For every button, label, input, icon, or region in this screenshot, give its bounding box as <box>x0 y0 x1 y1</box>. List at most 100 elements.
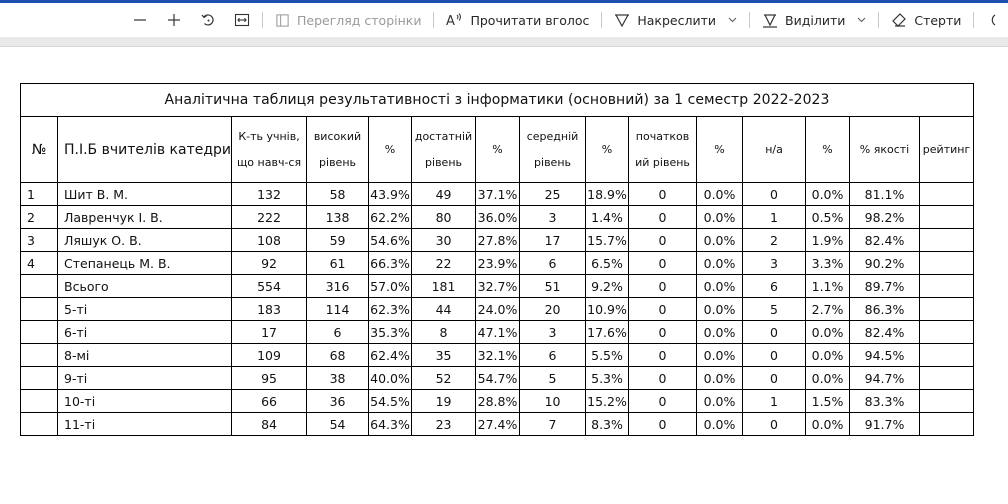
cell-high-pct: 66.3% <box>368 251 413 275</box>
rotate-button[interactable] <box>196 6 220 34</box>
header-initial: початков ий рівень <box>628 116 698 183</box>
cell-sufficient-pct: 27.8% <box>475 228 521 252</box>
cell-na-pct: 3.3% <box>805 251 851 275</box>
cell-high: 61 <box>306 251 370 275</box>
cell-medium-pct: 10.9% <box>585 297 630 321</box>
cell-sufficient-pct: 27.4% <box>475 412 521 436</box>
cell-num: 1 <box>20 182 58 206</box>
cell-medium-pct: 9.2% <box>585 274 630 298</box>
table-row: Всього 554 316 57.0% 181 32.7% 51 9.2% 0 0.0% 6 1.1… <box>20 274 975 298</box>
cell-high: 6 <box>306 320 370 344</box>
cell-initial-pct: 0.0% <box>696 274 744 298</box>
zoom-out-button[interactable] <box>128 6 152 34</box>
cell-rating <box>919 343 975 367</box>
cell-sufficient: 22 <box>411 251 477 275</box>
read-aloud-button[interactable]: A Прочитати вголос <box>442 6 593 34</box>
cell-sufficient: 30 <box>411 228 477 252</box>
table-row: 8-мі 109 68 62.4% 35 32.1% 6 5.5% 0 0.0% 0 0.0% 94.5… <box>20 343 975 367</box>
cell-rating <box>919 320 975 344</box>
page-view-button[interactable]: Перегляд сторінки <box>271 6 425 34</box>
cell-high-pct: 40.0% <box>368 366 413 390</box>
toolbar-separator <box>262 12 263 28</box>
cell-rating <box>919 182 975 206</box>
highlight-button[interactable]: Виділити <box>758 6 870 34</box>
cell-num <box>20 412 58 436</box>
cell-students: 222 <box>231 205 308 229</box>
cell-high: 316 <box>306 274 370 298</box>
cell-sufficient: 80 <box>411 205 477 229</box>
draw-label: Накреслити <box>637 12 717 28</box>
table-row: 2 Лавренчук І. В. 222 138 62.2% 80 36.0% 3 1.4% 0… <box>20 205 975 229</box>
cell-na-pct: 0.0% <box>805 343 851 367</box>
cell-initial: 0 <box>628 205 698 229</box>
draw-icon <box>615 14 630 28</box>
window-accent-bar <box>0 0 1008 3</box>
header-students: К-ть учнів, що навч-ся <box>231 116 308 183</box>
cell-medium-pct: 18.9% <box>585 182 630 206</box>
cell-students: 183 <box>231 297 308 321</box>
cell-students: 17 <box>231 320 308 344</box>
cell-high: 58 <box>306 182 370 206</box>
cell-students: 109 <box>231 343 308 367</box>
chevron-down-icon[interactable] <box>728 17 737 23</box>
svg-text:A: A <box>446 14 455 28</box>
cell-initial: 0 <box>628 320 698 344</box>
cell-sufficient: 8 <box>411 320 477 344</box>
header-quality: % якості <box>849 116 921 183</box>
cell-medium: 5 <box>519 366 587 390</box>
cell-initial: 0 <box>628 228 698 252</box>
cell-teacher-name: 11-ті <box>56 412 233 436</box>
more-tools-button[interactable] <box>982 6 1000 34</box>
cell-na-pct: 0.0% <box>805 366 851 390</box>
cell-medium: 20 <box>519 297 587 321</box>
cell-high-pct: 54.5% <box>368 389 413 413</box>
header-medium: середній рівень <box>519 116 587 183</box>
cell-num <box>20 366 58 390</box>
eraser-icon <box>892 13 907 27</box>
cell-num: 4 <box>20 251 58 275</box>
cell-sufficient-pct: 47.1% <box>475 320 521 344</box>
cell-initial-pct: 0.0% <box>696 343 744 367</box>
cell-na-pct: 1.5% <box>805 389 851 413</box>
read-aloud-label: Прочитати вголос <box>470 12 590 28</box>
cell-teacher-name: Ляшук О. В. <box>56 228 233 252</box>
cell-quality: 89.7% <box>849 274 921 298</box>
cell-na: 5 <box>742 297 807 321</box>
cell-quality: 81.1% <box>849 182 921 206</box>
cell-students: 108 <box>231 228 308 252</box>
cell-na: 0 <box>742 412 807 436</box>
cell-sufficient: 181 <box>411 274 477 298</box>
header-initial-line2: ий рівень <box>635 155 690 169</box>
cell-high-pct: 62.2% <box>368 205 413 229</box>
cell-teacher-name: 8-мі <box>56 343 233 367</box>
cell-sufficient: 23 <box>411 412 477 436</box>
draw-button[interactable]: Накреслити <box>610 6 741 34</box>
cell-na: 3 <box>742 251 807 275</box>
header-high-pct: % <box>368 116 413 183</box>
cell-sufficient-pct: 23.9% <box>475 251 521 275</box>
table-title: Аналітична таблиця результативності з ін… <box>19 83 975 117</box>
cell-initial: 0 <box>628 412 698 436</box>
cell-initial: 0 <box>628 297 698 321</box>
fit-width-button[interactable] <box>230 6 254 34</box>
cell-initial: 0 <box>628 389 698 413</box>
cell-high: 36 <box>306 389 370 413</box>
erase-button[interactable]: Стерти <box>887 6 965 34</box>
cell-initial: 0 <box>628 366 698 390</box>
document-page: Аналітична таблиця результативності з ін… <box>19 83 975 436</box>
cell-medium: 25 <box>519 182 587 206</box>
cell-na-pct: 1.1% <box>805 274 851 298</box>
header-high-line2: рівень <box>319 155 356 169</box>
table-row: 1 Шит В. М. 132 58 43.9% 49 37.1% 25 18.9% 0 0.0% 0… <box>20 182 975 206</box>
table-row: 5-ті 183 114 62.3% 44 24.0% 20 10.9% 0 0.0% 5 2.7% 8… <box>20 297 975 321</box>
cell-medium: 6 <box>519 251 587 275</box>
more-tools-icon <box>992 14 996 26</box>
chevron-down-icon[interactable] <box>857 17 866 23</box>
cell-medium-pct: 17.6% <box>585 320 630 344</box>
cell-initial: 0 <box>628 251 698 275</box>
cell-na-pct: 2.7% <box>805 297 851 321</box>
zoom-in-button[interactable] <box>162 6 186 34</box>
header-na: н/а <box>742 116 807 183</box>
minus-icon <box>134 19 146 21</box>
cell-na: 1 <box>742 389 807 413</box>
